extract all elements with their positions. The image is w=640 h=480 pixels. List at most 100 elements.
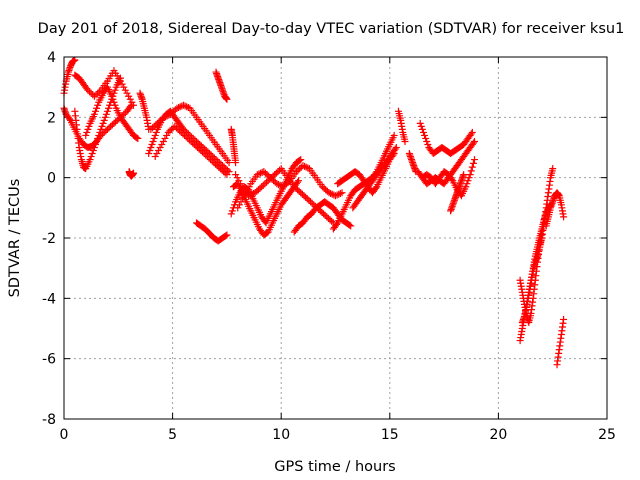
y-tick-label: 0 bbox=[47, 171, 56, 187]
data-point bbox=[471, 156, 479, 164]
data-point bbox=[116, 77, 124, 85]
data-point bbox=[266, 174, 274, 182]
data-point bbox=[327, 190, 335, 198]
data-point bbox=[179, 101, 187, 109]
x-tick-label: 25 bbox=[598, 427, 616, 443]
data-point bbox=[103, 125, 111, 133]
data-point bbox=[265, 172, 273, 180]
data-point bbox=[147, 125, 155, 133]
data-point bbox=[187, 137, 195, 145]
data-point bbox=[424, 140, 432, 148]
data-point bbox=[102, 127, 110, 135]
data-point bbox=[221, 169, 229, 177]
data-point bbox=[225, 159, 233, 167]
data-point bbox=[468, 128, 476, 136]
data-point bbox=[320, 210, 328, 218]
data-point bbox=[181, 102, 189, 110]
y-tick-label: 4 bbox=[47, 50, 56, 66]
data-point bbox=[151, 153, 159, 161]
data-point bbox=[256, 184, 264, 192]
data-point bbox=[121, 86, 129, 94]
data-point bbox=[194, 144, 202, 151]
data-point bbox=[259, 181, 267, 189]
data-point bbox=[462, 183, 470, 191]
data-point bbox=[232, 159, 240, 167]
data-point bbox=[150, 122, 158, 130]
x-tick-label: 10 bbox=[272, 427, 290, 443]
data-point bbox=[372, 184, 380, 192]
data-point bbox=[235, 201, 243, 209]
data-point bbox=[203, 153, 211, 161]
data-point bbox=[211, 160, 219, 168]
data-point bbox=[448, 175, 456, 183]
data-point bbox=[195, 145, 203, 153]
chart-title: Day 201 of 2018, Sidereal Day-to-day VTE… bbox=[38, 21, 625, 37]
data-point bbox=[149, 124, 157, 132]
data-point bbox=[338, 189, 346, 197]
data-point bbox=[94, 134, 102, 142]
data-point bbox=[272, 169, 280, 177]
data-point bbox=[123, 89, 131, 97]
data-point bbox=[88, 150, 96, 158]
data-point bbox=[109, 95, 117, 103]
data-point bbox=[155, 118, 163, 126]
data-point bbox=[65, 115, 73, 123]
data-point bbox=[185, 136, 193, 144]
data-point bbox=[181, 131, 189, 139]
data-point bbox=[184, 134, 192, 142]
data-point bbox=[245, 183, 253, 191]
data-point bbox=[86, 88, 94, 96]
data-point bbox=[302, 193, 310, 201]
data-point bbox=[270, 177, 278, 185]
data-point bbox=[153, 150, 161, 158]
data-point bbox=[391, 145, 399, 153]
data-point bbox=[216, 165, 224, 173]
data-point bbox=[322, 186, 330, 194]
data-point bbox=[93, 104, 101, 112]
data-point bbox=[149, 137, 157, 145]
data-point bbox=[284, 178, 292, 186]
data-point bbox=[316, 207, 324, 215]
data-point bbox=[111, 101, 119, 109]
data-point bbox=[153, 119, 161, 127]
data-point bbox=[148, 140, 156, 148]
data-point bbox=[422, 134, 430, 142]
data-point bbox=[220, 168, 228, 176]
data-point bbox=[292, 184, 300, 192]
data-point bbox=[97, 125, 105, 133]
data-point bbox=[423, 137, 431, 145]
data-point bbox=[303, 195, 311, 203]
data-point bbox=[91, 107, 99, 115]
data-point bbox=[268, 175, 276, 183]
data-point bbox=[158, 140, 166, 148]
data-point bbox=[112, 118, 120, 126]
data-point bbox=[464, 177, 472, 185]
data-point bbox=[99, 119, 107, 127]
data-point bbox=[318, 183, 326, 191]
x-tick-label: 20 bbox=[489, 427, 507, 443]
data-point bbox=[210, 159, 218, 167]
data-point bbox=[463, 180, 471, 188]
data-point bbox=[98, 122, 106, 130]
data-point bbox=[163, 112, 171, 120]
data-point bbox=[235, 177, 243, 185]
data-point bbox=[333, 220, 341, 228]
data-point bbox=[237, 198, 245, 206]
data-point bbox=[96, 128, 104, 136]
data-point bbox=[152, 121, 160, 129]
data-point bbox=[253, 171, 261, 179]
data-point bbox=[549, 165, 557, 173]
data-point bbox=[192, 142, 200, 150]
data-point bbox=[240, 192, 248, 200]
data-point bbox=[190, 140, 198, 148]
data-point bbox=[159, 137, 167, 145]
data-point bbox=[215, 163, 223, 171]
data-point bbox=[103, 107, 111, 115]
data-point bbox=[101, 113, 109, 121]
data-point bbox=[293, 186, 301, 194]
data-point bbox=[174, 125, 182, 133]
data-point bbox=[471, 137, 479, 145]
data-point bbox=[293, 178, 301, 186]
data-point bbox=[325, 189, 333, 197]
data-point bbox=[162, 113, 170, 121]
